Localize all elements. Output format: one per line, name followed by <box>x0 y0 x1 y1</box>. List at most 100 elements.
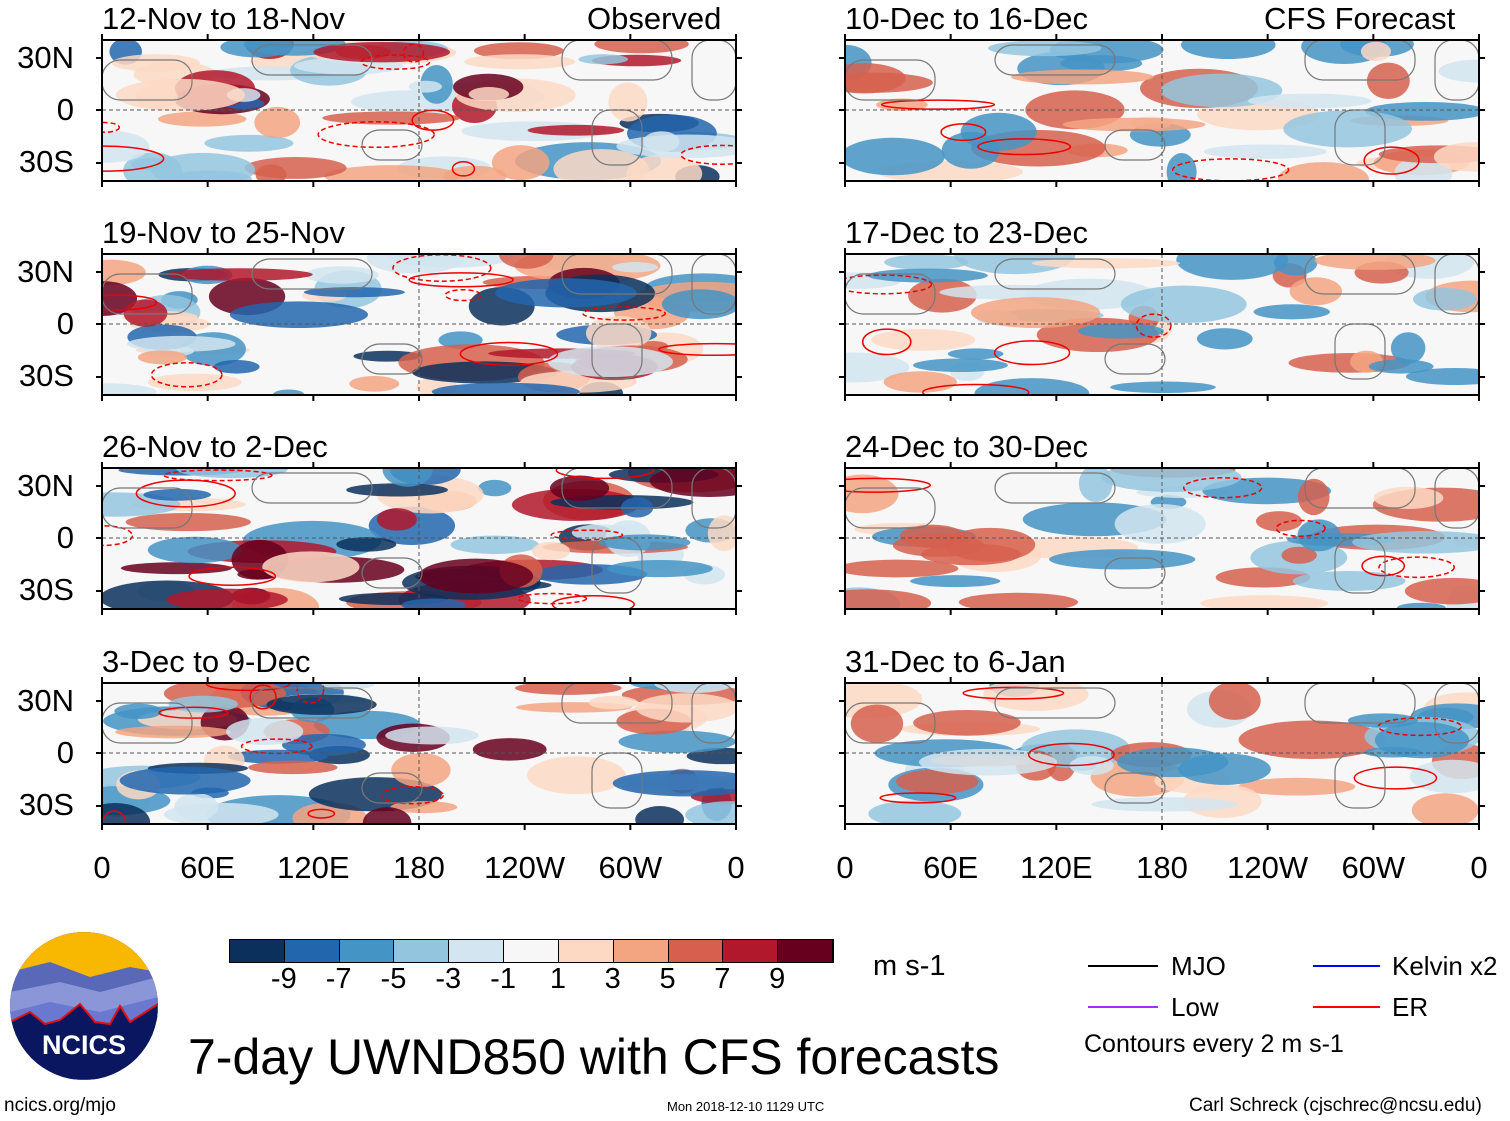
wind-anomaly-blob <box>1238 720 1386 760</box>
coastline <box>691 254 736 315</box>
er-contour <box>102 121 121 133</box>
coastline <box>251 258 373 290</box>
coastline <box>1104 557 1166 589</box>
colorbar-tick-label: 3 <box>604 963 621 995</box>
wind-anomaly-blob <box>336 537 397 552</box>
wind-anomaly-blob <box>472 738 547 761</box>
er-contour <box>880 99 996 110</box>
legend-line-low <box>1088 1006 1158 1008</box>
wind-anomaly-blob <box>147 373 242 392</box>
er-contour <box>296 683 325 704</box>
wind-anomaly-blob <box>126 335 236 352</box>
wind-anomaly-blob <box>254 106 301 139</box>
coastline <box>691 468 736 529</box>
wind-anomaly-blob <box>346 483 448 497</box>
coastline <box>845 273 936 315</box>
coastline <box>994 258 1116 290</box>
wind-anomaly-blob <box>390 801 458 814</box>
colorbar-swatch <box>504 940 559 962</box>
er-contour <box>402 43 425 63</box>
x-tick-label: 0 <box>836 850 854 885</box>
colorbar-tick-label: 7 <box>714 963 731 995</box>
wind-anomaly-blob <box>910 575 1001 588</box>
wind-anomaly-blob <box>626 154 703 181</box>
footer-url[interactable]: ncics.org/mjo <box>4 1095 116 1116</box>
legend-line-er <box>1313 1006 1380 1008</box>
colorbar-tick-label: 9 <box>769 963 786 995</box>
wind-anomaly-blob <box>119 766 251 795</box>
coastline <box>1434 468 1479 529</box>
contour-note: Contours every 2 m s-1 <box>1084 1030 1344 1058</box>
wind-anomaly-blob <box>123 299 168 327</box>
wind-anomaly-blob <box>635 806 685 824</box>
wind-anomaly-blob <box>382 468 433 487</box>
er-contour <box>380 785 444 805</box>
colorbar-tick-label: -9 <box>270 963 297 995</box>
colorbar-swatch <box>613 940 669 962</box>
er-contour <box>977 138 1072 156</box>
x-tick-label: 60W <box>598 850 663 885</box>
y-tick-label: 30N <box>17 683 74 718</box>
wind-anomaly-blob <box>870 328 976 351</box>
wind-anomaly-blob <box>1433 142 1479 172</box>
wind-anomaly-blob <box>362 807 412 824</box>
wind-anomaly-blob <box>1247 93 1372 109</box>
coastline <box>1304 254 1416 295</box>
er-contour <box>102 525 134 547</box>
colorbar-swatch <box>339 940 395 962</box>
er-contour <box>317 121 435 149</box>
wind-anomaly-blob <box>527 124 625 136</box>
coastline <box>1104 343 1166 375</box>
wind-anomaly-blob <box>1297 478 1330 516</box>
wind-anomaly-blob <box>515 683 622 695</box>
panel-title: 3-Dec to 9-Dec <box>102 644 311 679</box>
colorbar-tick-label: -5 <box>380 963 407 995</box>
wind-anomaly-blob <box>385 726 479 745</box>
x-tick-label: 180 <box>393 850 445 885</box>
wind-anomaly-blob <box>1390 332 1426 364</box>
wind-anomaly-blob <box>549 475 610 501</box>
er-contour <box>1363 146 1420 175</box>
wind-anomaly-blob <box>661 289 736 320</box>
wind-anomaly-blob <box>111 54 201 72</box>
wind-anomaly-blob <box>1409 759 1479 794</box>
wind-anomaly-blob <box>908 278 977 313</box>
wind-anomaly-blob <box>220 40 293 58</box>
svg-text:NCICS: NCICS <box>42 1030 126 1060</box>
er-contour <box>1378 556 1455 579</box>
wind-anomaly-blob <box>608 82 648 122</box>
er-contour <box>135 479 236 508</box>
wind-anomaly-blob <box>1281 546 1317 564</box>
wind-anomaly-blob <box>443 165 507 181</box>
er-contour <box>1377 717 1463 737</box>
legend-mjo: MJO <box>1171 951 1226 981</box>
coastline <box>1104 772 1166 804</box>
wind-anomaly-blob <box>1203 144 1327 159</box>
wind-anomaly-blob <box>616 134 736 159</box>
y-tick-label: 30S <box>18 787 74 822</box>
wind-anomaly-blob <box>376 508 417 531</box>
wind-anomaly-blob <box>157 111 247 127</box>
map-panel <box>839 248 1485 401</box>
wind-anomaly-blob <box>401 598 466 609</box>
y-tick-label: 0 <box>56 735 74 770</box>
coastline <box>561 468 673 509</box>
wind-anomaly-blob <box>1062 117 1206 132</box>
er-contour <box>861 328 912 356</box>
legend-line-mjo <box>1088 965 1158 967</box>
coastline <box>102 273 193 315</box>
wind-anomaly-blob <box>248 760 338 775</box>
wind-anomaly-blob <box>266 694 377 715</box>
wind-anomaly-blob <box>1091 797 1238 812</box>
coastline <box>251 472 373 504</box>
coastline <box>361 129 423 161</box>
wind-anomaly-blob <box>166 268 313 281</box>
map-panel <box>96 677 742 830</box>
x-tick-label: 60E <box>180 850 236 885</box>
er-contour <box>582 306 666 321</box>
er-contour <box>551 594 635 609</box>
wind-anomaly-blob <box>635 693 736 723</box>
wind-anomaly-blob <box>1411 793 1479 824</box>
wind-anomaly-blob <box>527 756 626 795</box>
colorbar-tick-label: -1 <box>490 963 516 995</box>
